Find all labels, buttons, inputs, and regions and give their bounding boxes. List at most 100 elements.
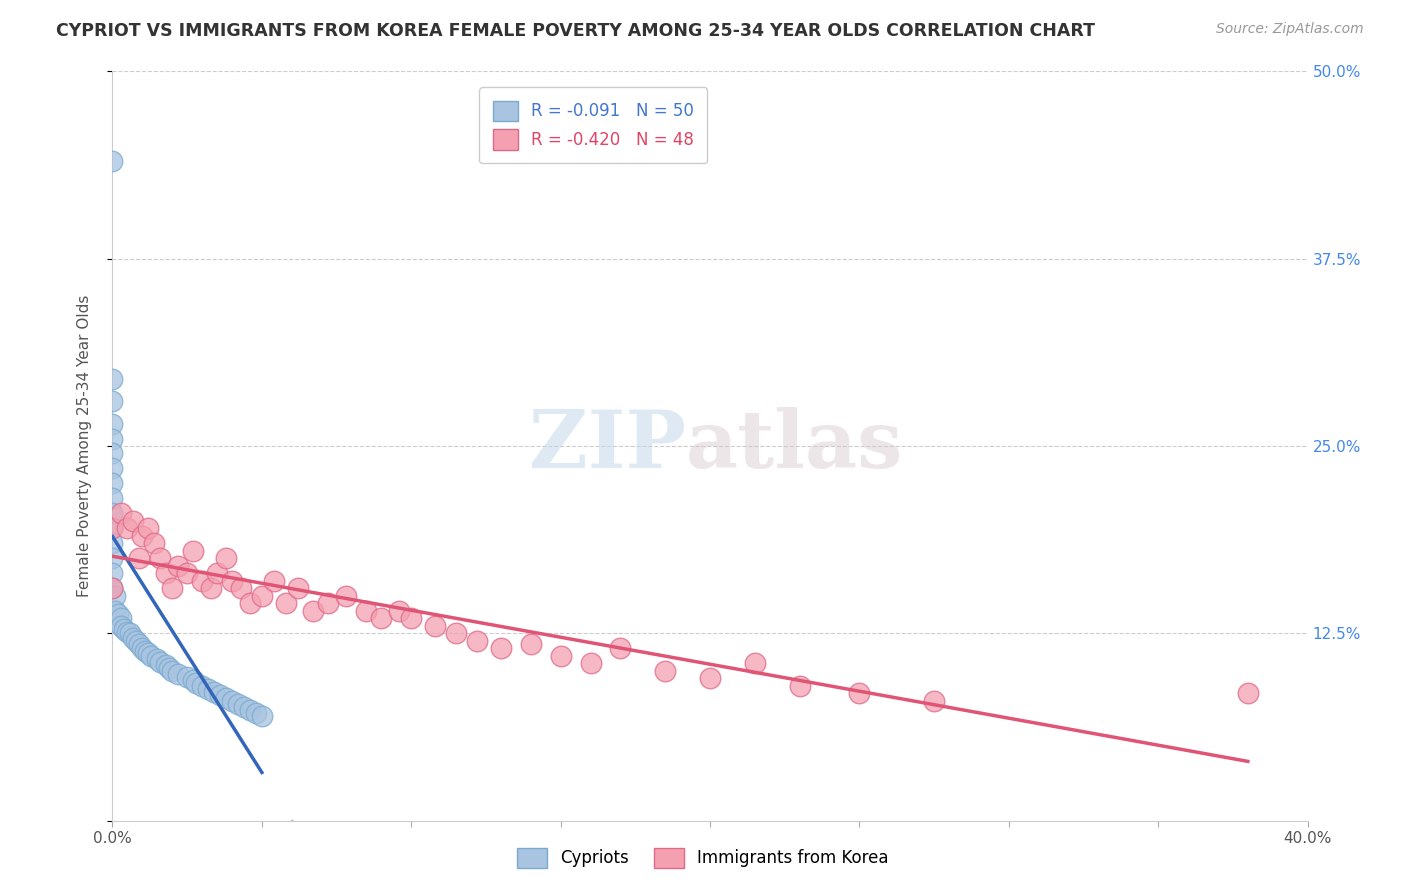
Point <box>444 626 467 640</box>
Point <box>789 679 811 693</box>
Point <box>191 574 214 588</box>
Point <box>110 507 132 521</box>
Point <box>128 637 150 651</box>
Y-axis label: Female Poverty Among 25-34 Year Olds: Female Poverty Among 25-34 Year Olds <box>77 295 91 597</box>
Point <box>465 633 488 648</box>
Point <box>215 551 238 566</box>
Point <box>245 706 267 720</box>
Point <box>250 589 273 603</box>
Point <box>131 641 153 656</box>
Point <box>101 551 124 566</box>
Point <box>101 582 124 596</box>
Point <box>316 596 339 610</box>
Point <box>101 521 124 535</box>
Point <box>101 371 124 385</box>
Point <box>176 670 198 684</box>
Point <box>122 514 145 528</box>
Point <box>197 681 219 696</box>
Point <box>520 637 543 651</box>
Text: Source: ZipAtlas.com: Source: ZipAtlas.com <box>1216 22 1364 37</box>
Text: atlas: atlas <box>686 407 904 485</box>
Point <box>138 646 160 660</box>
Point <box>101 491 124 506</box>
Point <box>287 582 309 596</box>
Point <box>101 582 124 596</box>
Point <box>101 461 124 475</box>
Point <box>250 708 273 723</box>
Point <box>699 671 721 685</box>
Point <box>101 432 124 446</box>
Point <box>128 551 150 566</box>
Point <box>200 582 222 596</box>
Point <box>186 675 208 690</box>
Point <box>120 626 142 640</box>
Text: ZIP: ZIP <box>529 407 686 485</box>
Point <box>107 607 129 621</box>
Point <box>138 521 160 535</box>
Point <box>181 544 204 558</box>
Point <box>101 446 124 460</box>
Point <box>104 604 127 618</box>
Legend: Cypriots, Immigrants from Korea: Cypriots, Immigrants from Korea <box>510 841 896 875</box>
Point <box>110 619 132 633</box>
Text: CYPRIOT VS IMMIGRANTS FROM KOREA FEMALE POVERTY AMONG 25-34 YEAR OLDS CORRELATIO: CYPRIOT VS IMMIGRANTS FROM KOREA FEMALE … <box>56 22 1095 40</box>
Point <box>370 611 392 625</box>
Point <box>122 631 145 645</box>
Legend: R = -0.091   N = 50, R = -0.420   N = 48: R = -0.091 N = 50, R = -0.420 N = 48 <box>479 87 707 163</box>
Point <box>101 507 124 521</box>
Point <box>233 699 256 714</box>
Point <box>101 566 124 581</box>
Point <box>101 394 124 409</box>
Point <box>922 694 945 708</box>
Point <box>157 661 180 675</box>
Point <box>274 596 297 610</box>
Point <box>143 536 166 550</box>
Point <box>117 624 139 639</box>
Point <box>215 690 238 705</box>
Point <box>114 622 135 636</box>
Point <box>209 688 232 702</box>
Point <box>1237 686 1260 700</box>
Point <box>388 604 411 618</box>
Point <box>167 666 190 681</box>
Point <box>654 664 676 678</box>
Point <box>226 697 249 711</box>
Point <box>356 604 378 618</box>
Point <box>146 652 169 666</box>
Point <box>155 566 177 581</box>
Point <box>239 703 262 717</box>
Point <box>101 417 124 431</box>
Point <box>335 589 357 603</box>
Point <box>162 582 183 596</box>
Point <box>848 686 870 700</box>
Point <box>101 521 124 535</box>
Point <box>134 644 156 658</box>
Point <box>205 566 228 581</box>
Point <box>263 574 285 588</box>
Point <box>101 536 124 550</box>
Point <box>149 551 172 566</box>
Point <box>117 521 139 535</box>
Point <box>489 641 512 656</box>
Point <box>221 694 243 708</box>
Point <box>104 589 127 603</box>
Point <box>221 574 243 588</box>
Point <box>191 679 214 693</box>
Point <box>131 529 153 543</box>
Point <box>176 566 198 581</box>
Point <box>579 657 602 671</box>
Point <box>101 154 124 169</box>
Point <box>609 641 631 656</box>
Point <box>149 655 172 669</box>
Point <box>239 596 262 610</box>
Point <box>425 619 447 633</box>
Point <box>155 657 177 672</box>
Point <box>110 611 132 625</box>
Point <box>162 664 183 678</box>
Point <box>167 558 190 573</box>
Point <box>744 657 766 671</box>
Point <box>141 648 163 663</box>
Point <box>101 476 124 491</box>
Point <box>125 633 148 648</box>
Point <box>550 648 572 663</box>
